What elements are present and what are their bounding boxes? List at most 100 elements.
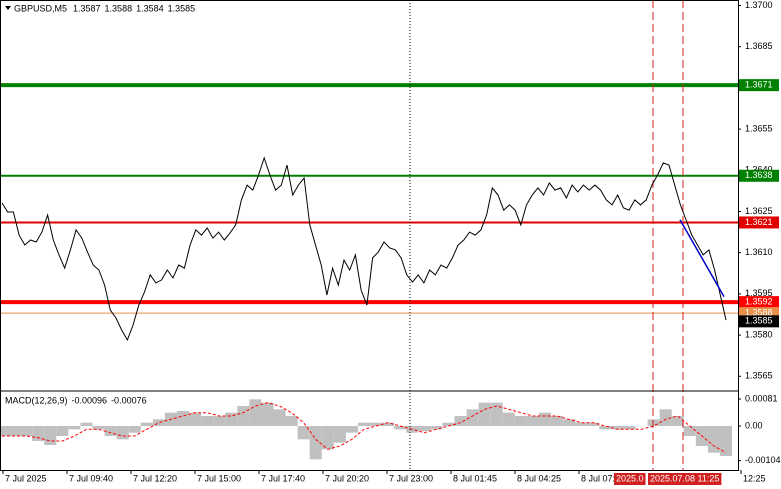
macd-bar	[225, 412, 238, 426]
macd-bar	[20, 426, 33, 436]
macd-bar	[551, 416, 564, 426]
macd-bar	[297, 426, 310, 440]
macd-bar	[671, 416, 684, 426]
y-tick-label: 1.3595	[745, 288, 773, 298]
macd-bar	[538, 412, 552, 426]
macd-bar	[394, 426, 407, 430]
level-label: 1.3621	[745, 217, 773, 227]
macd-bar	[8, 426, 21, 436]
macd-bar	[176, 411, 190, 426]
y-tick-label: 1.3580	[745, 329, 773, 339]
macd-bar	[478, 402, 491, 426]
macd-bar	[719, 426, 733, 456]
macd-bar	[128, 426, 141, 433]
macd-bar	[575, 422, 588, 426]
menu-triangle	[5, 6, 11, 10]
x-tick-label: 7 Jul 17:40	[261, 473, 305, 483]
macd-bar	[490, 402, 503, 426]
macd-bar	[68, 426, 81, 430]
macd-bar	[213, 416, 226, 426]
macd-bar	[430, 426, 443, 430]
y-tick-label: 1.3685	[745, 41, 773, 51]
macd-bar	[92, 426, 105, 430]
macd-bar	[1, 426, 14, 436]
frame	[0, 0, 739, 471]
x-tick-label: 7 Jul 23:00	[389, 473, 433, 483]
y-tick-label: 0.00081	[745, 393, 778, 403]
x-tick-label: 7 Jul 12:20	[133, 473, 177, 483]
macd-bar	[104, 426, 117, 436]
bid-box	[739, 315, 779, 328]
x-tick-label: 8 Jul 01:45	[453, 473, 497, 483]
x-tick-label: 8 Jul 04:25	[517, 473, 561, 483]
x-tick-label: 12:25	[743, 473, 766, 483]
marker-label: 2025.07.08 11:25	[650, 473, 719, 483]
level-label-box	[739, 79, 779, 92]
price-line	[1, 156, 727, 342]
macd-bar	[659, 409, 672, 426]
level-label-box	[739, 169, 779, 182]
bid-label: 1.3585	[745, 316, 773, 326]
macd-bar	[370, 422, 383, 426]
macd-bar	[152, 419, 165, 426]
symbol: GBPUSD,M5	[14, 3, 67, 13]
y-tick-label: 1.3655	[745, 123, 773, 133]
macd-bar	[442, 422, 455, 426]
macd-bar	[237, 406, 250, 426]
level-label: 1.3671	[745, 80, 773, 90]
macd-bar	[563, 419, 576, 426]
macd-bar	[249, 399, 262, 426]
x-tick-label: 8 Jul 07:	[581, 473, 615, 483]
macd-bar	[273, 409, 286, 426]
macd-bar	[333, 426, 346, 443]
y-tick-label: 1.3625	[745, 206, 773, 216]
macd-bar	[526, 416, 539, 426]
macd-bar	[683, 426, 696, 436]
macd-bar	[345, 426, 358, 433]
y-tick-label: 0.00	[745, 420, 763, 430]
macd-bar	[285, 416, 298, 426]
macd-bar	[80, 422, 93, 426]
y-tick-label: 1.3640	[745, 165, 773, 175]
macd-bar	[261, 402, 274, 426]
macd-bar	[418, 426, 431, 431]
ohlc-value: 1.3587	[73, 3, 101, 13]
macd-bar	[587, 422, 600, 426]
macd-bar	[32, 426, 45, 441]
macd-bar	[514, 416, 527, 426]
x-tick-label: 7 Jul 20:20	[325, 473, 369, 483]
level-label: 1.3588	[745, 307, 773, 317]
x-tick-label: 7 Jul 09:40	[69, 473, 113, 483]
macd-bar	[189, 412, 202, 426]
marker-box	[648, 473, 722, 485]
ohlc-value: 1.3588	[105, 3, 133, 13]
ohlc-value: 1.3584	[136, 3, 164, 13]
macd-bar	[599, 426, 612, 430]
y-tick-label: 1.3700	[745, 0, 773, 10]
macd-bar	[201, 416, 214, 426]
macd-bar	[647, 419, 660, 426]
macd-bar	[140, 422, 153, 426]
macd-bar	[309, 426, 322, 460]
macd-bar	[611, 426, 624, 430]
indicator-title: MACD(12,26,9)	[5, 395, 68, 405]
level-label: 1.3638	[745, 170, 773, 180]
macd-bar	[707, 426, 720, 453]
trendline	[679, 219, 725, 297]
level-label-box	[739, 216, 779, 229]
indicator-value: -0.00096	[72, 395, 108, 405]
macd-bar	[466, 409, 479, 426]
level-label: 1.3592	[745, 296, 773, 306]
y-tick-label: 1.3565	[745, 371, 773, 381]
level-label-box	[739, 296, 779, 309]
macd-bar	[321, 426, 334, 450]
marker-label: 2025.0	[616, 473, 644, 483]
marker-box	[614, 473, 646, 485]
y-tick-label: 1.3610	[745, 247, 773, 257]
indicator-value: -0.00076	[111, 395, 147, 405]
macd-bar	[454, 416, 467, 426]
macd-bar	[357, 422, 371, 426]
